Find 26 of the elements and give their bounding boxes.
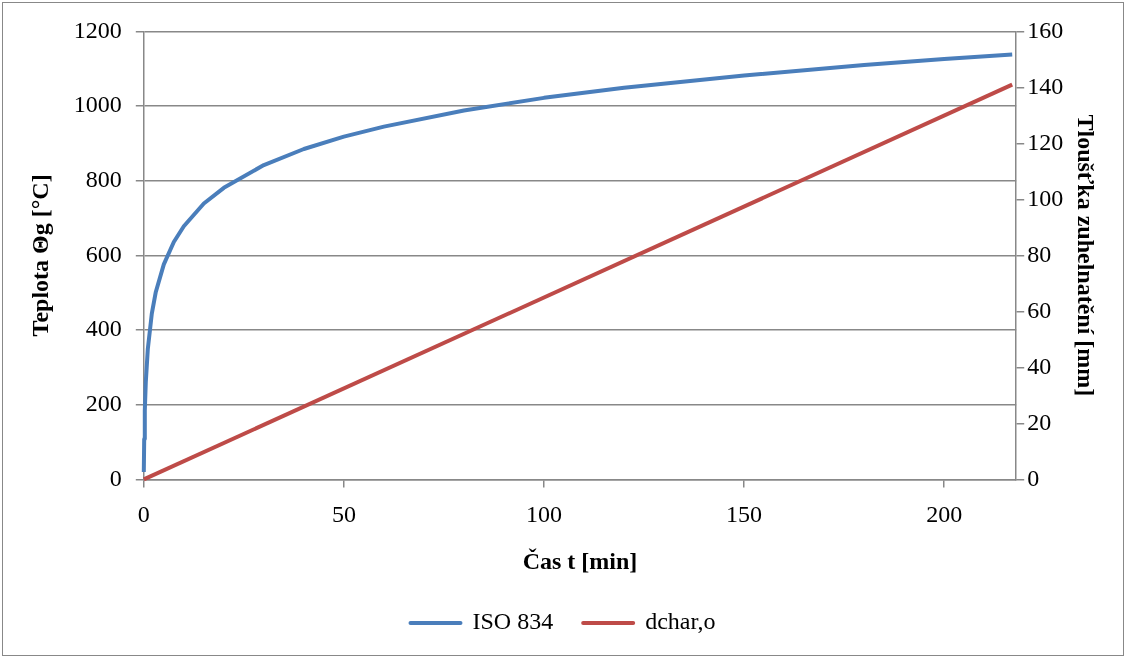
y2-tick-label: 80	[1027, 240, 1052, 267]
y2-tick-label: 100	[1027, 184, 1064, 211]
y2-tick-label: 40	[1027, 352, 1052, 379]
x-tick-label: 200	[926, 501, 963, 528]
y2-tick-label: 0	[1027, 464, 1040, 491]
y2-tick-label: 140	[1027, 72, 1064, 99]
y-tick-label: 600	[85, 240, 122, 267]
y2-tick-label: 60	[1027, 296, 1052, 323]
x-tick-label: 50	[331, 501, 356, 528]
y-tick-label: 1200	[73, 16, 122, 43]
x-tick-label: 150	[726, 501, 763, 528]
y-tick-label: 800	[85, 166, 122, 193]
y2-axis-title: Tloušťka zuhelnatění [mm]	[1073, 114, 1100, 397]
y2-tick-label: 20	[1027, 408, 1052, 435]
x-axis-title: Čas t [min]	[522, 547, 638, 574]
y-tick-label: 0	[109, 464, 122, 491]
y-axis-title: Teplota Θg [°C]	[26, 174, 53, 337]
legend-label: dchar,o	[645, 608, 716, 635]
y-tick-label: 200	[85, 390, 122, 417]
legend-label: ISO 834	[472, 608, 554, 635]
y2-tick-label: 120	[1027, 128, 1064, 155]
x-tick-label: 0	[137, 501, 150, 528]
y-tick-label: 1000	[73, 91, 122, 118]
x-tick-label: 100	[525, 501, 562, 528]
y2-tick-label: 160	[1027, 16, 1064, 43]
y-tick-label: 400	[85, 315, 122, 342]
